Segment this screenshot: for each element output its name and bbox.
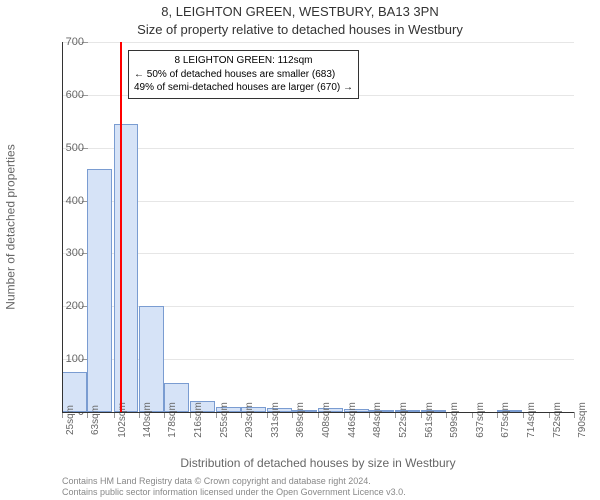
x-tick-label: 369sqm (295, 402, 306, 438)
y-axis-label: Number of detached properties (2, 42, 20, 412)
property-marker-line (120, 42, 122, 412)
y-axis-line (62, 42, 63, 412)
grid-line (62, 201, 574, 202)
chart-container: 8, LEIGHTON GREEN, WESTBURY, BA13 3PN Si… (0, 0, 600, 500)
x-tick-label: 63sqm (90, 405, 101, 435)
y-tick-label: 300 (66, 247, 84, 259)
annotation-box: 8 LEIGHTON GREEN: 112sqm ← 50% of detach… (128, 50, 359, 99)
x-axis-line (62, 412, 574, 413)
x-tick-label: 178sqm (167, 402, 178, 438)
y-tick-label: 500 (66, 142, 84, 154)
x-tick-label: 255sqm (219, 402, 230, 438)
x-tick-label: 675sqm (500, 402, 511, 438)
chart-title: 8, LEIGHTON GREEN, WESTBURY, BA13 3PN (0, 4, 600, 19)
chart-subtitle: Size of property relative to detached ho… (0, 22, 600, 37)
grid-line (62, 42, 574, 43)
annotation-line1: 8 LEIGHTON GREEN: 112sqm (134, 54, 353, 68)
x-tick-label: 752sqm (552, 402, 563, 438)
x-tick-label: 484sqm (372, 402, 383, 438)
x-tick-label: 599sqm (449, 402, 460, 438)
footer-line1: Contains HM Land Registry data © Crown c… (62, 476, 406, 487)
x-tick-label: 637sqm (475, 402, 486, 438)
x-tick-label: 522sqm (398, 402, 409, 438)
x-tick-label: 446sqm (347, 402, 358, 438)
x-tick-label: 293sqm (244, 402, 255, 438)
footer-attribution: Contains HM Land Registry data © Crown c… (62, 476, 406, 499)
x-tick-label: 25sqm (65, 405, 76, 435)
grid-line (62, 253, 574, 254)
y-tick-label: 200 (66, 300, 84, 312)
footer-line2: Contains public sector information licen… (62, 487, 406, 498)
annotation-line3: 49% of semi-detached houses are larger (… (134, 81, 353, 95)
histogram-bar (114, 124, 139, 412)
y-tick-label: 400 (66, 195, 84, 207)
x-tick-label: 331sqm (270, 402, 281, 438)
y-tick-label: 700 (66, 36, 84, 48)
x-tick-label: 561sqm (424, 402, 435, 438)
histogram-bar (87, 169, 112, 412)
annotation-line2: ← 50% of detached houses are smaller (68… (134, 68, 353, 82)
x-tick-label: 408sqm (321, 402, 332, 438)
x-axis-label: Distribution of detached houses by size … (62, 456, 574, 470)
x-tick-label: 790sqm (577, 402, 588, 438)
grid-line (62, 148, 574, 149)
x-tick-mark (574, 412, 575, 418)
x-tick-label: 216sqm (193, 402, 204, 438)
histogram-bar (139, 306, 164, 412)
y-tick-label: 100 (66, 353, 84, 365)
x-tick-label: 714sqm (526, 402, 537, 438)
y-tick-label: 600 (66, 89, 84, 101)
x-tick-label: 140sqm (142, 402, 153, 438)
